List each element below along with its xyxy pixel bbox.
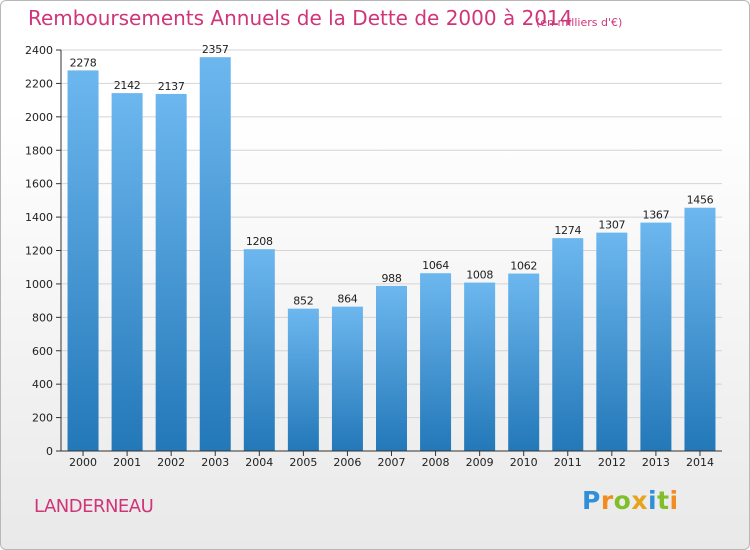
x-tick-label: 2003 <box>201 456 229 469</box>
data-label: 988 <box>381 272 401 285</box>
data-label: 1062 <box>510 260 537 273</box>
chart-subtitle: (en milliers d'€) <box>536 16 623 29</box>
x-tick-label: 2000 <box>69 456 97 469</box>
bar <box>596 232 628 451</box>
x-tick-label: 2012 <box>598 456 626 469</box>
bars <box>67 57 716 452</box>
data-label: 1367 <box>643 209 670 222</box>
y-tick-label: 1000 <box>25 278 53 291</box>
y-tick-label: 0 <box>46 445 53 458</box>
x-tick-label: 2002 <box>157 456 185 469</box>
y-tick-label: 1800 <box>25 144 53 157</box>
x-tick-label: 2005 <box>289 456 317 469</box>
logo-letter: o <box>613 486 632 515</box>
data-label: 1008 <box>466 269 493 282</box>
data-label: 1208 <box>246 235 273 248</box>
bar <box>287 308 319 451</box>
logo-letter: t <box>657 486 670 515</box>
data-label: 1064 <box>422 259 449 272</box>
data-label: 1274 <box>554 224 581 237</box>
bar <box>508 273 540 451</box>
data-label: 2278 <box>70 56 97 69</box>
data-label: 1456 <box>687 194 714 207</box>
y-tick-label: 400 <box>32 378 53 391</box>
y-tick-label: 200 <box>32 412 53 425</box>
bar <box>155 93 187 451</box>
y-tick-label: 600 <box>32 345 53 358</box>
x-tick-label: 2007 <box>378 456 406 469</box>
bar <box>376 285 407 451</box>
proxiti-logo[interactable]: Proxiti <box>582 486 679 515</box>
bar <box>420 273 452 451</box>
logo-letter: i <box>648 486 658 515</box>
data-label: 864 <box>337 293 357 306</box>
data-label: 852 <box>293 295 313 308</box>
axes: 0 200 400 600 800 1000 1200 1400 1600 1800 2000 220… <box>25 44 722 469</box>
bar <box>552 238 584 451</box>
x-tick-label: 2011 <box>554 456 582 469</box>
x-tick-label: 2013 <box>642 456 670 469</box>
x-tick-label: 2014 <box>686 456 714 469</box>
data-label: 2142 <box>114 79 141 92</box>
data-label: 2357 <box>202 43 229 56</box>
x-tick-label: 2008 <box>422 456 450 469</box>
logo-letter: x <box>631 486 648 515</box>
bar <box>67 70 99 452</box>
bar <box>640 222 672 451</box>
x-tick-label: 2001 <box>113 456 141 469</box>
data-labels: 2278 2142 2137 2357 1208 852 864 988 1064 1008 106… <box>70 43 714 307</box>
x-tick-label: 2004 <box>245 456 273 469</box>
bar <box>243 249 275 451</box>
logo-letter: i <box>669 486 679 515</box>
y-tick-label: 2000 <box>25 111 53 124</box>
bar <box>331 306 363 451</box>
y-tick-label: 1400 <box>25 211 53 224</box>
logo-letter: P <box>582 486 601 515</box>
x-tick-label: 2006 <box>333 456 361 469</box>
y-tick-label: 1600 <box>25 178 53 191</box>
bar <box>464 282 496 451</box>
data-label: 1307 <box>598 219 625 232</box>
data-label: 2137 <box>158 80 185 93</box>
bar <box>111 93 143 452</box>
x-tick-label: 2010 <box>510 456 538 469</box>
logo-letter: r <box>600 486 614 515</box>
y-tick-label: 1200 <box>25 245 53 258</box>
bar <box>684 207 716 451</box>
y-tick-label: 2400 <box>25 44 53 57</box>
y-tick-label: 800 <box>32 311 53 324</box>
bar <box>199 57 231 452</box>
place-name: LANDERNEAU <box>34 496 154 517</box>
x-tick-label: 2009 <box>466 456 494 469</box>
y-tick-label: 2200 <box>25 77 53 90</box>
chart-title: Remboursements Annuels de la Dette de 20… <box>28 6 573 30</box>
